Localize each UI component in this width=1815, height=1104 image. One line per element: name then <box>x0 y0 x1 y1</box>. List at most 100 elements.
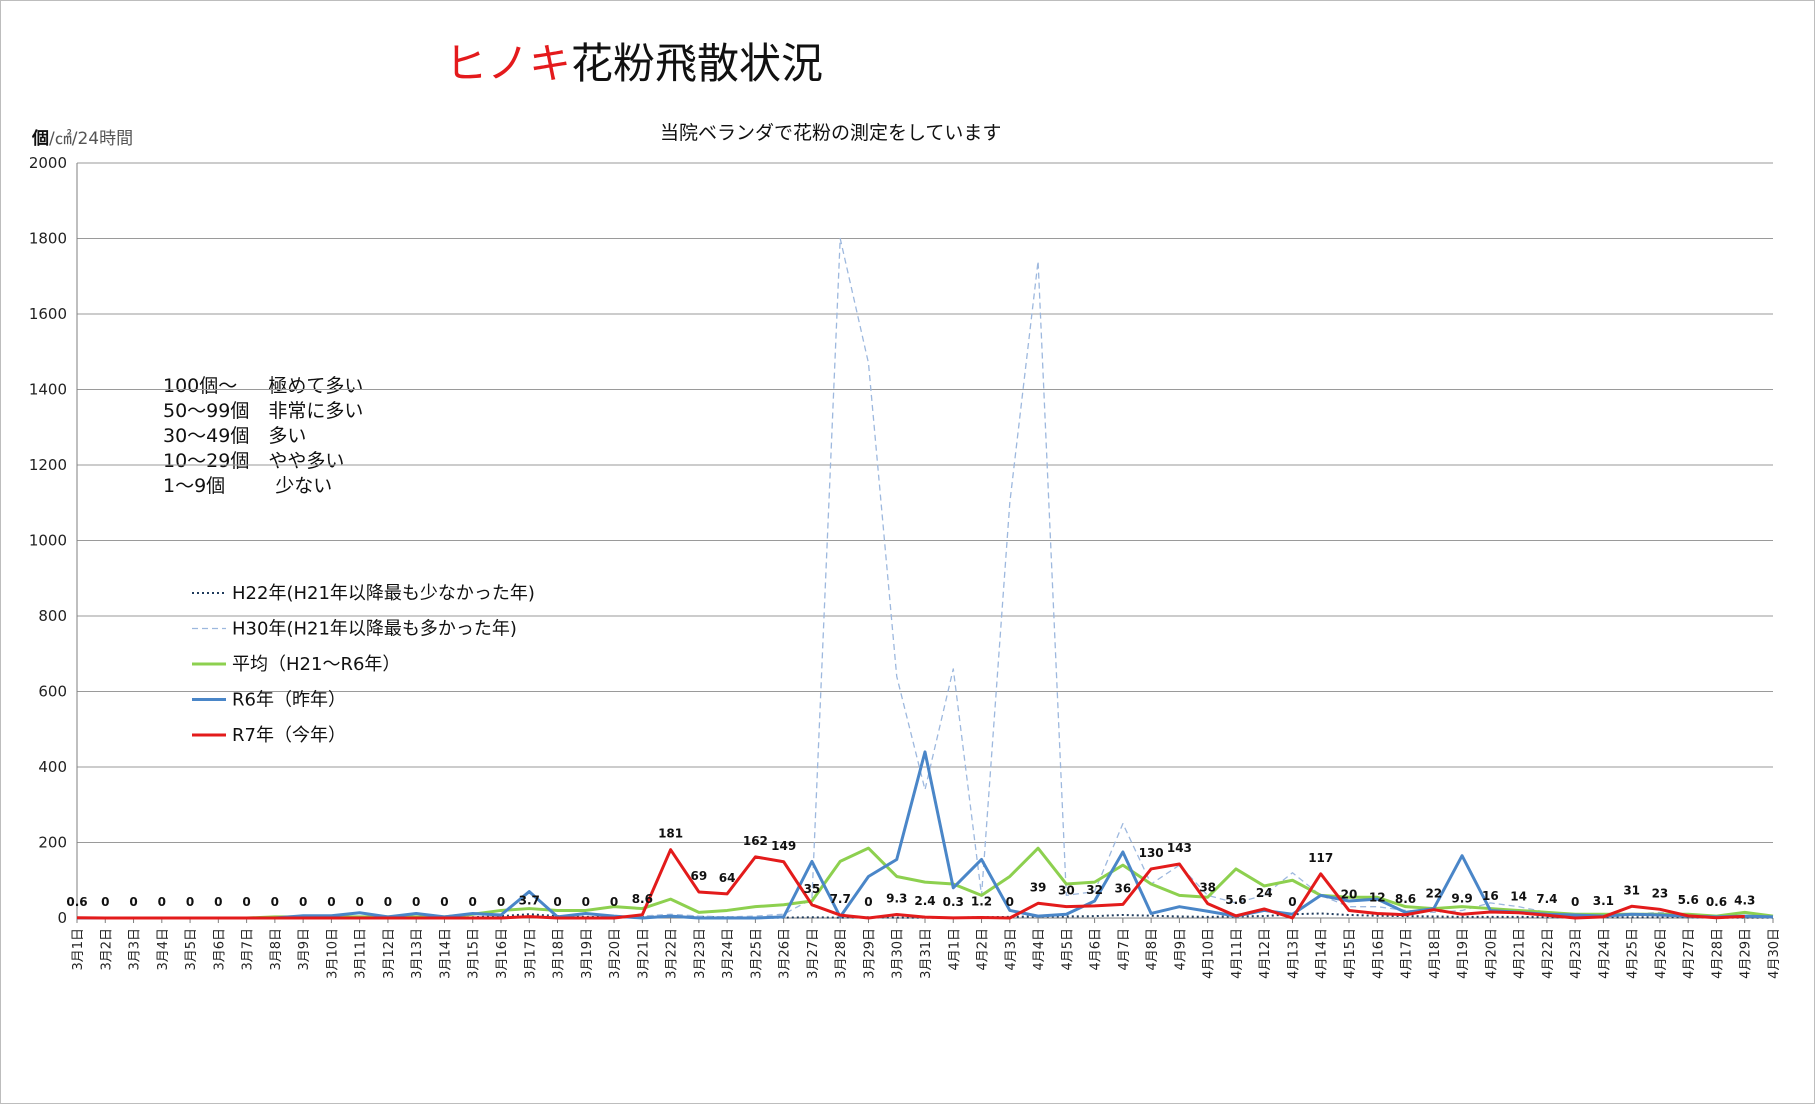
x-tick-label: 3月25日 <box>749 928 764 979</box>
data-label: 0 <box>299 895 307 909</box>
x-tick-label: 4月25日 <box>1626 928 1641 979</box>
x-tick-label: 4月3日 <box>1004 928 1019 971</box>
x-tick-label: 4月16日 <box>1371 928 1386 979</box>
x-tick-label: 4月18日 <box>1428 928 1443 979</box>
x-tick-label: 3月6日 <box>212 928 227 971</box>
x-tick-label: 4月8日 <box>1145 928 1160 971</box>
x-tick-label: 4月24日 <box>1597 928 1612 979</box>
data-label: 1.2 <box>971 895 992 909</box>
y-tick-label: 600 <box>38 683 67 701</box>
x-tick-label: 4月19日 <box>1456 928 1471 979</box>
data-label: 3.7 <box>519 894 540 908</box>
x-tick-label: 4月9日 <box>1173 928 1188 971</box>
data-label: 0 <box>1288 895 1296 909</box>
x-tick-label: 3月9日 <box>297 928 312 971</box>
x-tick-label: 4月21日 <box>1513 928 1528 979</box>
legend-label: R6年（昨年） <box>232 690 346 711</box>
data-label: 4.3 <box>1734 893 1755 907</box>
data-label: 39 <box>1030 880 1047 894</box>
data-label: 69 <box>691 869 708 883</box>
x-tick-label: 4月5日 <box>1060 928 1075 971</box>
data-label: 0 <box>412 895 420 909</box>
data-label: 0 <box>101 895 109 909</box>
x-tick-label: 3月8日 <box>269 928 284 971</box>
x-tick-label: 3月2日 <box>99 928 114 971</box>
data-label: 0 <box>271 895 279 909</box>
data-label: 5.6 <box>1225 893 1246 907</box>
data-label: 0 <box>186 895 194 909</box>
x-tick-label: 3月29日 <box>862 928 877 979</box>
series-line-4 <box>76 848 1745 920</box>
y-tick-label: 1200 <box>29 456 67 474</box>
data-label: 0 <box>469 895 477 909</box>
data-label: 0 <box>214 895 222 909</box>
x-tick-label: 3月5日 <box>184 928 199 971</box>
x-tick-label: 3月4日 <box>156 928 171 971</box>
level-row: 50～99個 非常に多い <box>163 400 364 422</box>
x-tick-label: 3月13日 <box>410 928 425 979</box>
x-tick-label: 3月10日 <box>325 928 340 979</box>
x-tick-label: 3月18日 <box>552 928 567 979</box>
data-label: 35 <box>804 882 821 896</box>
data-label: 3.1 <box>1593 894 1614 908</box>
data-label: 64 <box>719 871 736 885</box>
x-tick-label: 4月27日 <box>1682 928 1697 979</box>
y-tick-label: 1400 <box>29 381 67 399</box>
x-tick-label: 3月3日 <box>128 928 143 971</box>
title-main: 花粉飛散状況 <box>571 39 824 88</box>
data-label: 0 <box>384 895 392 909</box>
x-tick-label: 3月19日 <box>580 928 595 979</box>
data-label: 149 <box>771 839 796 853</box>
x-tick-label: 4月7日 <box>1117 928 1132 971</box>
data-label: 5.6 <box>1678 893 1699 907</box>
y-tick-label: 800 <box>38 607 67 625</box>
data-label: 0 <box>610 895 618 909</box>
x-tick-label: 4月6日 <box>1089 928 1104 971</box>
data-label: 31 <box>1623 883 1640 897</box>
y-tick-label: 1000 <box>29 532 67 550</box>
y-tick-label: 200 <box>38 834 67 852</box>
data-label: 12 <box>1369 890 1386 904</box>
y-tick-label: 1600 <box>29 305 67 323</box>
data-label: 23 <box>1652 886 1669 900</box>
data-label: 0.6 <box>1706 895 1727 909</box>
chart-subtitle: 当院ベランダで花粉の測定をしています <box>660 122 1002 144</box>
y-tick-label: 400 <box>38 758 67 776</box>
x-tick-label: 4月26日 <box>1654 928 1669 979</box>
x-tick-label: 4月4日 <box>1032 928 1047 971</box>
grid-lines <box>77 162 1773 919</box>
data-label: 0 <box>1571 895 1579 909</box>
data-label: 9.3 <box>886 891 907 905</box>
data-label: 181 <box>658 827 683 841</box>
x-tick-label: 3月24日 <box>721 928 736 979</box>
data-label: 7.7 <box>830 892 851 906</box>
data-label: 0.6 <box>66 895 87 909</box>
x-tick-label: 3月26日 <box>778 928 793 979</box>
x-tick-label: 4月20日 <box>1484 928 1499 979</box>
data-label: 32 <box>1086 883 1103 897</box>
y-tick-label: 2000 <box>29 154 67 172</box>
data-label: 0 <box>1006 895 1014 909</box>
x-tick-label: 4月11日 <box>1230 928 1245 979</box>
y-axis: 0 200 400 600 800 1000 1200 1400 1600 1800 2000 <box>29 154 78 927</box>
data-label: 2.4 <box>914 894 935 908</box>
x-tick-label: 4月2日 <box>976 928 991 971</box>
data-label: 0 <box>158 895 166 909</box>
data-label: 0 <box>553 895 561 909</box>
title-species: ヒノキ <box>445 39 572 88</box>
legend: H22年(H21年以降最も少なかった年) H30年(H21年以降最も多かった年) 平… <box>192 583 535 746</box>
x-tick-label: 3月27日 <box>806 928 821 979</box>
x-tick-label: 4月23日 <box>1569 928 1584 979</box>
x-tick-label: 4月29日 <box>1739 928 1754 979</box>
x-tick-label: 4月30日 <box>1767 928 1782 979</box>
series-lines <box>76 237 1774 920</box>
x-tick-label: 3月30日 <box>891 928 906 979</box>
data-label: 0 <box>327 895 335 909</box>
x-tick-label: 3月1日 <box>71 928 86 971</box>
data-label: 0.3 <box>943 895 964 909</box>
level-row: 1～9個 少ない <box>163 475 333 497</box>
data-label: 24 <box>1256 886 1273 900</box>
